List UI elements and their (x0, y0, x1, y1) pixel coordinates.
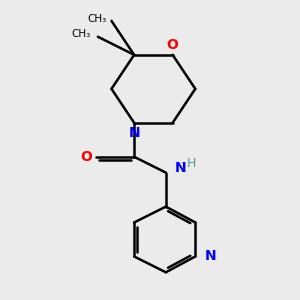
Text: H: H (187, 157, 196, 170)
Text: CH₃: CH₃ (72, 29, 91, 40)
Text: O: O (81, 150, 92, 164)
Text: N: N (175, 161, 187, 175)
Text: O: O (167, 38, 178, 52)
Text: CH₃: CH₃ (88, 14, 107, 24)
Text: N: N (204, 250, 216, 263)
Text: N: N (128, 126, 140, 140)
